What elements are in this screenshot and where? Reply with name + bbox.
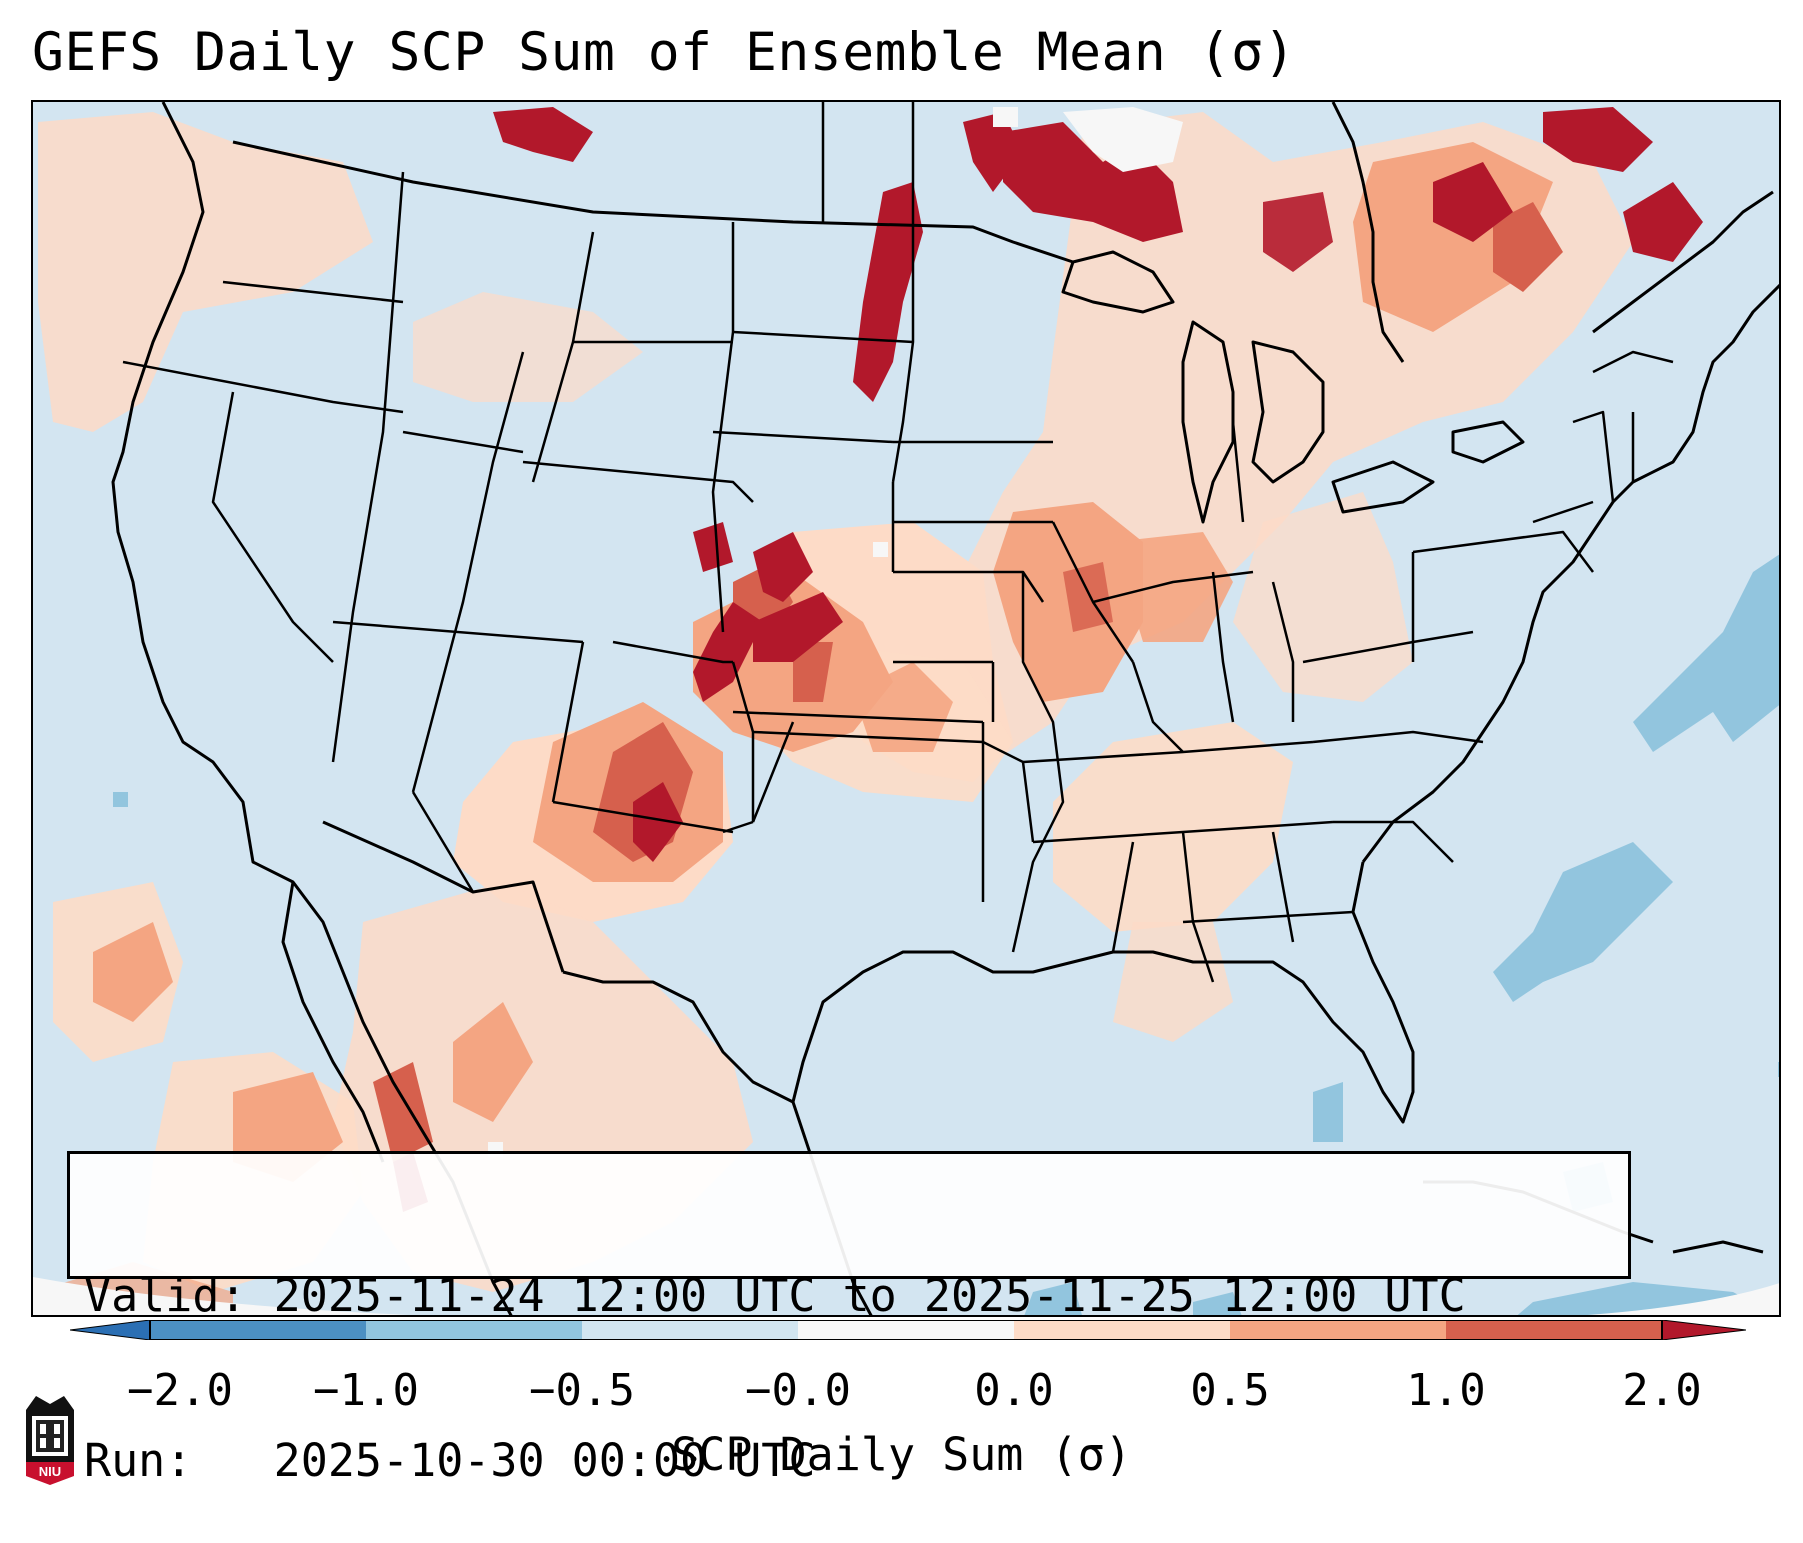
colorbar-bin-7	[1446, 1320, 1662, 1340]
colorbar	[70, 1320, 1746, 1340]
valid-run-info-box: Valid: 2025-11-24 12:00 UTC to 2025-11-2…	[67, 1151, 1631, 1487]
colorbar-bin-3	[582, 1320, 798, 1340]
valid-time-text: Valid: 2025-11-24 12:00 UTC to 2025-11-2…	[84, 1269, 1466, 1322]
niu-logo: NIU	[26, 1396, 74, 1485]
state-borders	[122, 102, 1674, 983]
colorbar-tick-3: −0.0	[745, 1365, 851, 1416]
colorbar-tick-2: −0.5	[529, 1365, 635, 1416]
colorbar-bin-1	[150, 1320, 366, 1340]
scp-field-map	[33, 102, 1779, 1315]
colorbar-tick-6: 1.0	[1406, 1365, 1486, 1416]
map-panel	[31, 100, 1781, 1317]
map-title: GEFS Daily SCP Sum of Ensemble Mean (σ)	[32, 22, 1296, 83]
colorbar-tick-0: −2.0	[127, 1365, 233, 1416]
colorbar-tick-1: −1.0	[313, 1365, 419, 1416]
coastlines	[111, 102, 1779, 1315]
colorbar-bin-4	[798, 1320, 1014, 1340]
colorbar-tick-5: 0.5	[1190, 1365, 1270, 1416]
colorbar-bin-6	[1230, 1320, 1446, 1340]
colorbar-extend-low	[70, 1320, 151, 1340]
colorbar-bin-5	[1014, 1320, 1230, 1340]
run-time-text: Run: 2025-10-30 00:00 UTC	[84, 1434, 816, 1487]
colorbar-extend-high	[1661, 1320, 1746, 1340]
logo-text: NIU	[39, 1464, 61, 1479]
colorbar-tick-4: 0.0	[974, 1365, 1054, 1416]
anomaly-extreme-positive	[393, 107, 1703, 1212]
colorbar-bin-2	[366, 1320, 582, 1340]
colorbar-label: SCP Daily Sum (σ)	[671, 1428, 1132, 1481]
colorbar-tick-7: 2.0	[1622, 1365, 1702, 1416]
